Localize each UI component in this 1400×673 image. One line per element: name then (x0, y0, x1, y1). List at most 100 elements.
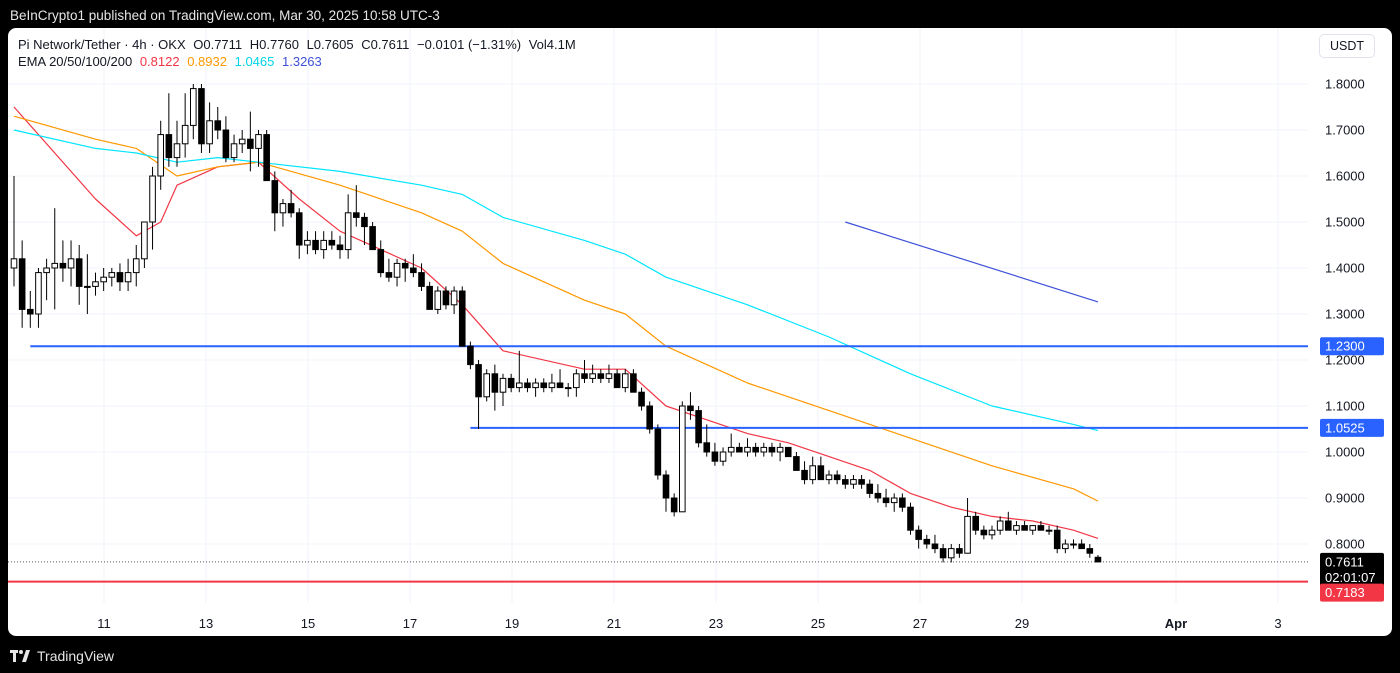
candle (915, 525, 922, 549)
candle (638, 387, 645, 411)
candle-body (27, 308, 34, 315)
candle (230, 134, 238, 163)
candle (858, 475, 865, 489)
candle-body (760, 446, 768, 453)
candle (825, 470, 833, 485)
x-tick-label: 23 (709, 616, 723, 631)
candle (467, 341, 474, 370)
candle-body (132, 258, 140, 274)
candle-body (442, 290, 450, 306)
publish-info: BeInCrypto1 published on TradingView.com… (10, 8, 440, 23)
y-tick-label: 1.8000 (1325, 77, 1365, 92)
candle-body (768, 446, 776, 453)
candle-body (157, 134, 164, 177)
candle (51, 208, 59, 310)
candle (18, 240, 26, 328)
y-tick-label: 0.9000 (1325, 491, 1365, 506)
open-value: O0.7711 (193, 37, 243, 52)
candle (304, 231, 311, 255)
candle (646, 401, 654, 434)
candle (255, 130, 262, 167)
candle-body (939, 548, 947, 559)
candle-body (206, 120, 213, 145)
countdown-label: 02:01:07 (1325, 570, 1376, 585)
candle (556, 369, 564, 389)
ema100-value: 1.0465 (234, 54, 275, 69)
candle-body (141, 221, 148, 260)
candle (711, 442, 719, 466)
candle-body (475, 364, 482, 398)
candle (980, 525, 988, 540)
candle-body (1037, 525, 1045, 531)
candle-body (605, 373, 613, 379)
candle (426, 281, 433, 310)
candle-body (116, 272, 124, 283)
candle-body (507, 377, 515, 389)
level-label: 1.2300 (1325, 339, 1365, 354)
ema200-line (845, 221, 1099, 303)
currency-button[interactable]: USDT (1319, 34, 1375, 58)
candle (369, 222, 376, 251)
ohlc-legend: Pi Network/Tether · 4h · OKX O0.7711 H0.… (18, 37, 580, 52)
candle (850, 475, 857, 489)
ema-label[interactable]: EMA 20/50/100/200 (18, 54, 133, 69)
candle (654, 424, 662, 480)
candle (434, 286, 442, 314)
candle-body (630, 373, 637, 393)
candle (247, 111, 254, 172)
candle-body (1053, 529, 1061, 550)
symbol-label[interactable]: Pi Network/Tether · 4h · OKX (18, 37, 186, 52)
candle-body (695, 410, 702, 444)
y-tick-label: 1.2000 (1325, 353, 1365, 368)
candle (141, 221, 148, 268)
candle-body (956, 548, 963, 554)
candle-body (980, 529, 988, 536)
candle-body (842, 479, 849, 485)
candle (939, 544, 947, 563)
candle (92, 272, 99, 296)
level-tag (1320, 418, 1384, 437)
candle-body (1005, 520, 1012, 531)
x-tick-label: 19 (505, 616, 519, 631)
footer-bar: TradingView (0, 640, 1400, 673)
candle-body (972, 515, 980, 531)
candle-body (548, 382, 556, 389)
candle-body (320, 239, 327, 251)
tradingview-logo[interactable]: TradingView (10, 648, 114, 664)
candle (1062, 539, 1069, 554)
chart-panel[interactable]: 11 13 15 17 19 21 23 25 27 29 Apr 3 1.8000 1.7000 1.60… (8, 28, 1392, 636)
candle (271, 171, 279, 232)
price-chart[interactable]: 11 13 15 17 19 21 23 25 27 29 Apr 3 1.8000 1.7000 1.60… (8, 28, 1392, 636)
candle (662, 470, 670, 512)
candle-body (35, 272, 42, 315)
candle (393, 258, 401, 287)
high-value: H0.7760 (249, 37, 299, 52)
candle (768, 442, 776, 457)
candle-body (817, 465, 825, 481)
candle-body (784, 446, 792, 458)
candle (287, 189, 295, 218)
y-tick-label: 1.1000 (1325, 399, 1365, 414)
candle-body (687, 405, 694, 412)
candle-body (1078, 543, 1085, 550)
candle (124, 258, 132, 291)
candle (1078, 539, 1085, 550)
candle-body (744, 446, 751, 453)
candle-body (540, 382, 548, 389)
y-tick-label: 1.3000 (1325, 307, 1365, 322)
candle-body (312, 239, 319, 251)
candle (1021, 521, 1028, 531)
candle (165, 93, 173, 167)
candle (793, 452, 800, 471)
candle-body (1021, 525, 1028, 531)
level-tag (1320, 337, 1384, 356)
candle-body (1086, 548, 1094, 554)
candle (59, 240, 67, 282)
candle (75, 245, 83, 305)
candle (181, 93, 189, 158)
candle-body (1062, 543, 1069, 550)
candle-body (369, 226, 376, 251)
candle (1005, 511, 1012, 531)
ema-legend: EMA 20/50/100/200 0.8122 0.8932 1.0465 1… (18, 54, 326, 69)
candle (621, 369, 629, 393)
